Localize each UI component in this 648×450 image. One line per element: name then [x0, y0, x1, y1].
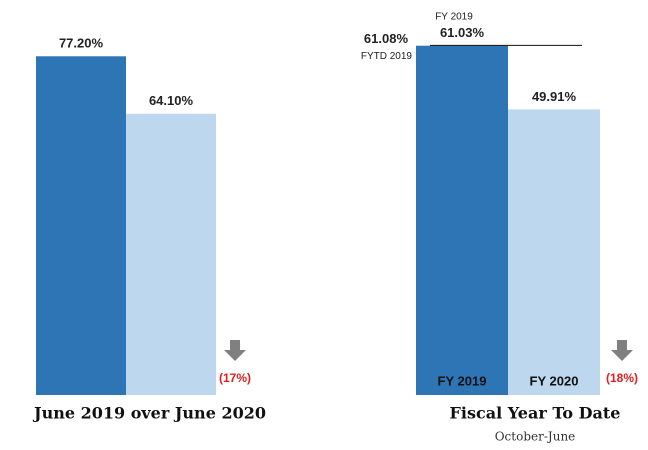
down-arrow	[611, 340, 633, 361]
value-label: 61.03%	[440, 25, 485, 40]
top-label: FY 2019	[435, 11, 473, 22]
category-label: FY 2019	[438, 373, 487, 388]
bar	[416, 45, 508, 396]
change-annotation: (17%)	[219, 371, 251, 385]
bar	[36, 56, 126, 395]
value-label: 64.10%	[149, 93, 194, 108]
bar	[508, 109, 600, 395]
chart-title: Fiscal Year To Date	[450, 404, 621, 423]
chart-subtitle: October-June	[495, 430, 576, 444]
reference-value: 61.08%	[364, 31, 409, 46]
change-annotation: (18%)	[606, 371, 638, 385]
category-label: FY 2020	[530, 373, 579, 388]
chart-title: June 2019 over June 2020	[32, 404, 266, 423]
down-arrow	[224, 340, 246, 361]
value-label: 77.20%	[59, 36, 104, 51]
reference-label: FYTD 2019	[361, 51, 413, 62]
value-label: 49.91%	[532, 89, 577, 104]
bar	[126, 113, 216, 395]
